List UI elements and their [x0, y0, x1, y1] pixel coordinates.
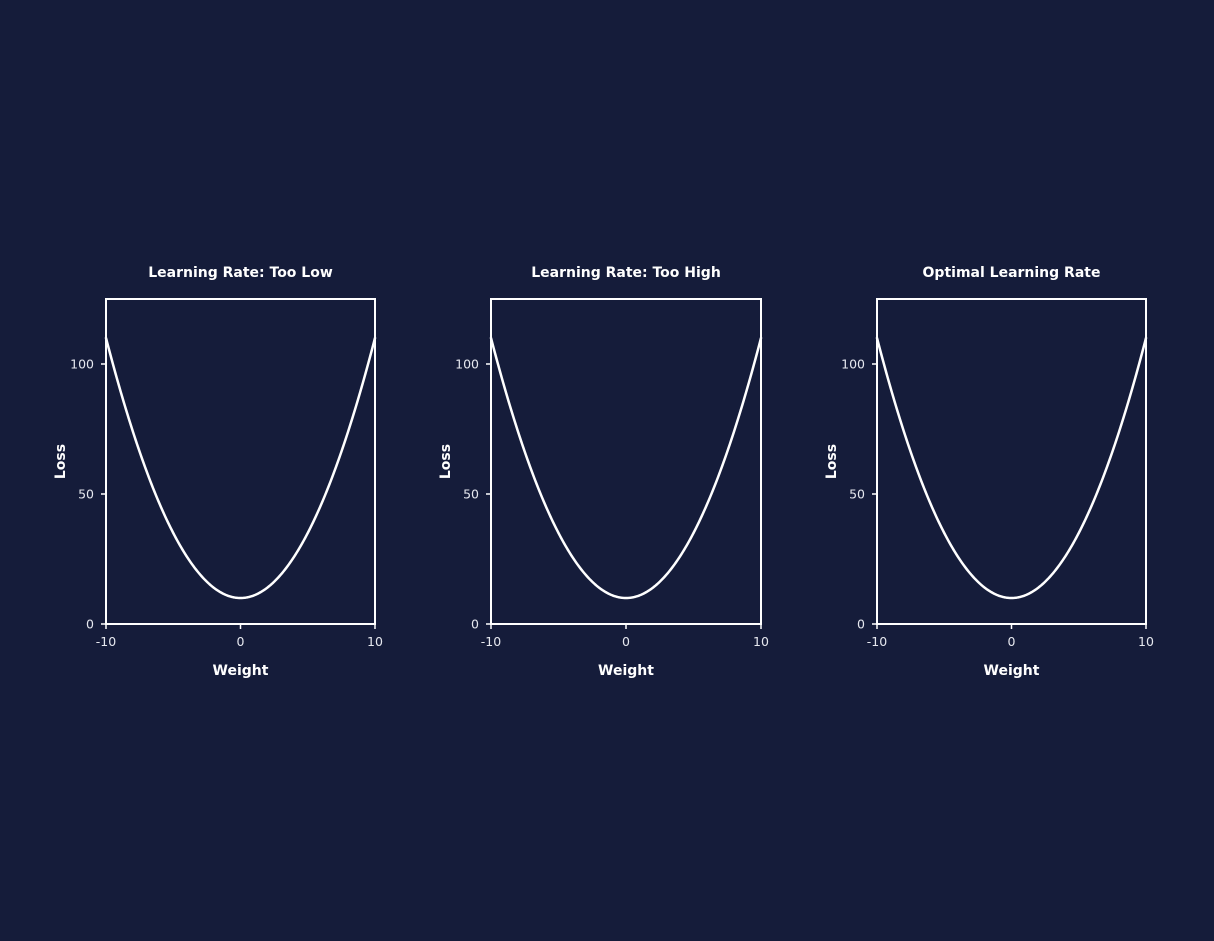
y-tick-label: 100	[841, 357, 865, 372]
y-axis-label: Loss	[438, 444, 454, 479]
y-axis-label: Loss	[53, 444, 69, 479]
loss-curve	[875, 336, 1148, 600]
x-tick-label: 10	[753, 634, 769, 649]
x-tick-label: 10	[367, 634, 383, 649]
y-tick-label: 50	[78, 487, 94, 502]
x-tick-label: -10	[481, 634, 501, 649]
loss-curve	[489, 336, 763, 600]
chart-title: Optimal Learning Rate	[923, 265, 1101, 281]
chart-title: Learning Rate: Too Low	[148, 265, 333, 281]
x-axis-label: Weight	[213, 663, 269, 679]
x-axis-label: Weight	[984, 663, 1040, 679]
plot-frame	[876, 298, 1147, 625]
x-tick-label: 0	[237, 634, 245, 649]
y-axis-label: Loss	[824, 444, 840, 479]
y-tick-label: 0	[857, 617, 865, 632]
y-tick-label: 50	[463, 487, 479, 502]
y-tick-label: 100	[455, 357, 479, 372]
x-tick-label: 0	[1008, 634, 1016, 649]
x-tick-label: -10	[867, 634, 887, 649]
chart-title: Learning Rate: Too High	[531, 265, 721, 281]
loss-curve	[104, 336, 377, 600]
x-tick-label: -10	[96, 634, 116, 649]
y-tick-label: 100	[70, 357, 94, 372]
x-axis-label: Weight	[598, 663, 654, 679]
y-tick-label: 50	[849, 487, 865, 502]
plot-frame	[490, 298, 762, 625]
y-tick-label: 0	[471, 617, 479, 632]
x-tick-label: 0	[622, 634, 630, 649]
y-tick-label: 0	[86, 617, 94, 632]
plot-frame	[105, 298, 376, 625]
x-tick-label: 10	[1138, 634, 1154, 649]
